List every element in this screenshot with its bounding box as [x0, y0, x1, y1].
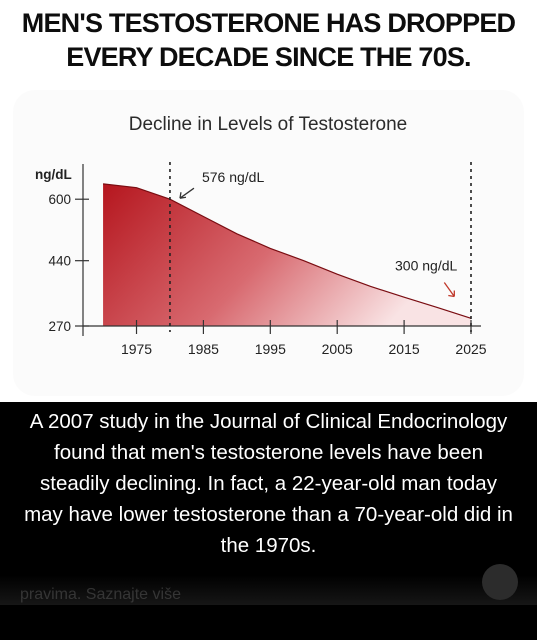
- annotation-label: 300 ng/dL: [395, 257, 457, 273]
- footer-ghost-text: pravima. Saznajte više: [20, 586, 181, 603]
- bottom-fade: [0, 575, 537, 605]
- x-tick-label: 2015: [389, 341, 420, 357]
- annotation-arrow: [179, 187, 195, 199]
- testosterone-area-chart: Decline in Levels of Testosterone ng/dL 60…: [35, 114, 487, 357]
- annotation-label: 576 ng/dL: [202, 169, 264, 185]
- chart-card: Decline in Levels of Testosterone ng/dL 60…: [13, 90, 524, 396]
- header-panel: MEN'S TESTOSTERONE HAS DROPPED EVERY DEC…: [0, 0, 537, 402]
- y-tick-label: 440: [48, 254, 71, 269]
- x-tick-label: 1975: [121, 341, 152, 357]
- x-tick-label: 1985: [188, 341, 219, 357]
- chart-title: Decline in Levels of Testosterone: [129, 114, 407, 135]
- y-tick-label: 600: [48, 192, 71, 207]
- headline-line-1: MEN'S TESTOSTERONE HAS DROPPED: [21, 8, 516, 38]
- headline: MEN'S TESTOSTERONE HAS DROPPED EVERY DEC…: [0, 6, 537, 74]
- x-tick-label: 1995: [255, 341, 286, 357]
- y-axis-label: ng/dL: [35, 167, 72, 182]
- area-edge-line: [103, 183, 472, 319]
- x-tick-label: 2025: [455, 341, 486, 357]
- headline-line-2: EVERY DECADE SINCE THE 70S.: [66, 42, 471, 72]
- annotation-arrow: [443, 282, 455, 298]
- y-tick-label: 270: [48, 319, 71, 334]
- caption-text: A 2007 study in the Journal of Clinical …: [24, 410, 513, 557]
- corner-button: [482, 564, 518, 600]
- x-tick-label: 2005: [322, 341, 353, 357]
